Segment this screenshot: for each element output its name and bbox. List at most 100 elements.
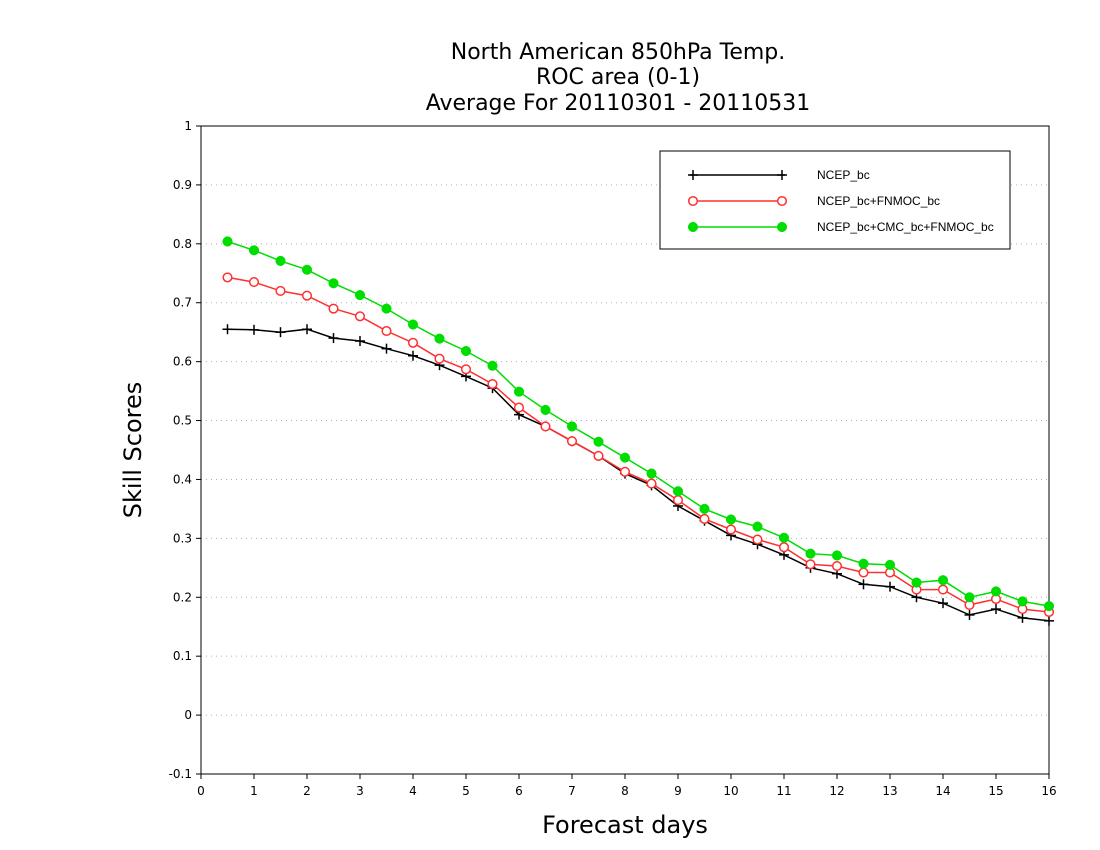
y-tick-label: 0.7: [173, 296, 192, 310]
legend-marker: [776, 221, 788, 233]
x-tick-label: 10: [723, 784, 738, 798]
y-tick-label: 0: [184, 708, 192, 722]
series-1-point: [938, 598, 948, 609]
series-3-point: [434, 333, 445, 344]
series-3-point: [354, 290, 366, 301]
series-1-point: [275, 327, 286, 338]
series-3-point: [1017, 596, 1028, 607]
y-tick-label: 0.9: [173, 178, 192, 192]
legend-box: [659, 150, 1011, 250]
y-axis-title: Skill Scores: [119, 382, 147, 519]
series-3-point: [593, 436, 604, 447]
series-1-point: [858, 579, 869, 590]
series-2-line: [227, 276, 1050, 613]
chart-title-line-1: North American 850hPa Temp.: [451, 40, 786, 65]
series-3-point: [831, 550, 843, 561]
series-3-point: [487, 360, 498, 371]
series-3-point: [328, 278, 339, 289]
series-3-point: [275, 255, 286, 266]
series-2-point: [460, 364, 472, 375]
x-tick-label: 9: [674, 784, 682, 798]
series-3: [222, 236, 1055, 612]
y-tick-label: 0.4: [173, 472, 192, 486]
y-tick-label: 0.2: [173, 590, 192, 604]
series-1: [222, 324, 1054, 626]
x-tick-label: 6: [515, 784, 523, 798]
series-2-point: [301, 290, 313, 301]
x-tick-label: 1: [250, 784, 258, 798]
series-2-point: [752, 534, 763, 545]
x-tick-label: 16: [1041, 784, 1056, 798]
series-3-line: [227, 240, 1050, 607]
series-2-point: [222, 272, 233, 283]
series-2-point: [275, 285, 286, 296]
series-1-point: [964, 609, 975, 620]
x-tick-label: 15: [988, 784, 1003, 798]
series-3-point: [990, 586, 1002, 597]
y-tick-label: 0.8: [173, 237, 192, 251]
chart-title-line-2: ROC area (0-1): [536, 65, 700, 90]
series-3-point: [964, 592, 975, 603]
series-3-point: [381, 303, 392, 314]
x-tick-label: 11: [776, 784, 791, 798]
series-3-point: [911, 577, 922, 588]
series-2-point: [407, 337, 419, 348]
x-tick-label: 7: [568, 784, 576, 798]
series-2-point: [434, 353, 445, 364]
legend-marker: [687, 195, 699, 207]
series-3-point: [672, 486, 684, 497]
series-layer: [222, 236, 1055, 626]
y-tick-label: 0.3: [173, 531, 192, 545]
series-3-point: [725, 514, 737, 525]
x-tick-label: 5: [462, 784, 470, 798]
series-2-point: [672, 495, 684, 506]
chart-title-line-3: Average For 20110301 - 20110531: [426, 91, 811, 116]
y-tick-label: 0.5: [173, 414, 192, 428]
series-3-point: [646, 468, 657, 479]
series-3-point: [699, 503, 710, 514]
series-2-point: [937, 584, 949, 595]
series-3-point: [540, 404, 551, 415]
series-2-point: [513, 402, 525, 413]
legend-label: NCEP_bc+CMC_bc+FNMOC_bc: [817, 220, 994, 234]
x-tick-label: 14: [935, 784, 950, 798]
series-3-point: [778, 532, 790, 543]
series-3-point: [301, 264, 313, 275]
legend-label: NCEP_bc+FNMOC_bc: [817, 194, 940, 208]
axis-ticks: -0.100.10.20.30.40.50.60.70.80.910 1 2 3 4 5 6…: [169, 119, 1057, 798]
series-2-point: [354, 311, 366, 322]
series-1-point: [302, 324, 312, 335]
series-3-point: [858, 558, 869, 569]
x-tick-label: 2: [303, 784, 311, 798]
grid-lines: [201, 184, 1049, 716]
series-2-point: [699, 513, 710, 524]
x-tick-label: 13: [882, 784, 897, 798]
series-3-point: [460, 345, 472, 357]
series-3-point: [619, 452, 631, 463]
legend-marker: [688, 170, 698, 180]
series-2-point: [831, 561, 843, 572]
series-3-point: [566, 421, 578, 432]
x-tick-label: 3: [356, 784, 364, 798]
series-1-point: [1044, 615, 1054, 626]
series-1-point: [381, 343, 392, 354]
series-1-point: [408, 350, 418, 361]
series-3-point: [805, 548, 816, 559]
series-1-point: [249, 324, 259, 335]
x-tick-label: 12: [829, 784, 844, 798]
x-tick-label: 4: [409, 784, 417, 798]
series-2-point: [566, 436, 578, 447]
series-2-point: [593, 450, 604, 461]
y-tick-label: 1: [184, 119, 192, 133]
series-2-point: [778, 542, 790, 553]
legend: NCEP_bc NCEP_bc+FNMOC_bc NCEP_bc+CMC_bc+FN…: [659, 150, 1011, 250]
series-3-point: [248, 245, 260, 256]
legend-label: NCEP_bc: [817, 168, 870, 182]
series-2-point: [725, 524, 737, 535]
series-1-point: [328, 333, 339, 344]
legend-item-1: NCEP_bc: [688, 168, 870, 182]
series-2-point: [381, 325, 392, 337]
series-3-point: [752, 521, 763, 532]
series-1-line: [227, 328, 1050, 622]
